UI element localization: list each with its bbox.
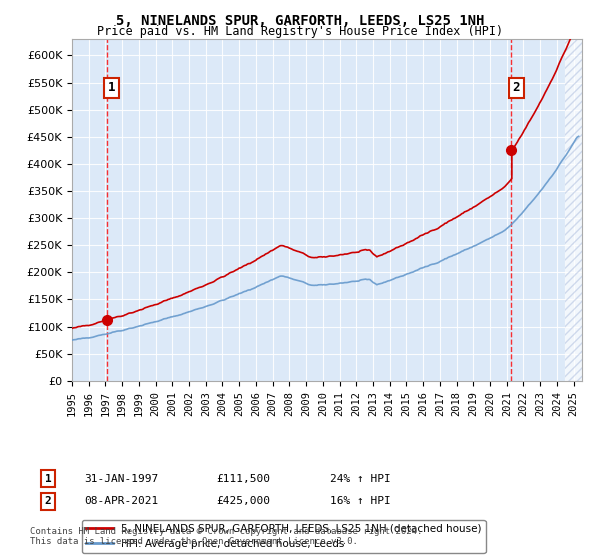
Text: 24% ↑ HPI: 24% ↑ HPI [330,474,391,484]
Text: 2: 2 [44,496,52,506]
Text: 16% ↑ HPI: 16% ↑ HPI [330,496,391,506]
Text: £425,000: £425,000 [216,496,270,506]
Text: 1: 1 [108,82,116,95]
Text: 08-APR-2021: 08-APR-2021 [84,496,158,506]
Text: Price paid vs. HM Land Registry's House Price Index (HPI): Price paid vs. HM Land Registry's House … [97,25,503,38]
Text: Contains HM Land Registry data © Crown copyright and database right 2024.
This d: Contains HM Land Registry data © Crown c… [30,526,422,546]
Bar [565,39,582,381]
Text: 31-JAN-1997: 31-JAN-1997 [84,474,158,484]
Legend: 5, NINELANDS SPUR, GARFORTH, LEEDS, LS25 1NH (detached house), HPI: Average pric: 5, NINELANDS SPUR, GARFORTH, LEEDS, LS25… [82,520,485,553]
Text: £111,500: £111,500 [216,474,270,484]
Bar [565,39,582,381]
Text: 5, NINELANDS SPUR, GARFORTH, LEEDS, LS25 1NH: 5, NINELANDS SPUR, GARFORTH, LEEDS, LS25… [116,14,484,28]
Text: 2: 2 [512,82,520,95]
Text: 1: 1 [44,474,52,484]
